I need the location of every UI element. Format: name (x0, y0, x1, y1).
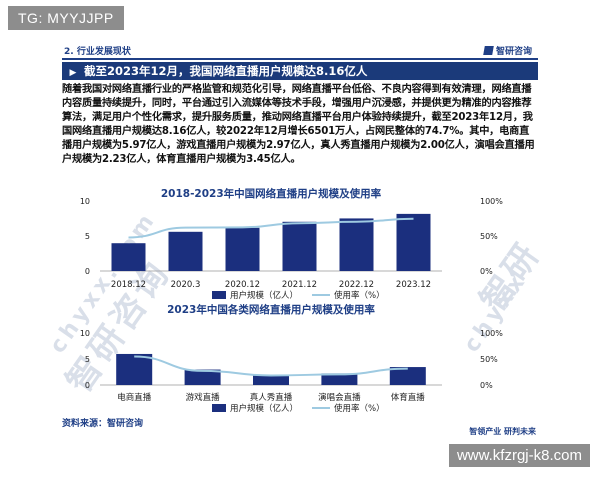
bar (116, 353, 153, 385)
section-label: 2. 行业发展现状 (64, 47, 131, 57)
bar (253, 374, 289, 385)
section-header: 2. 行业发展现状 智研咨询 (62, 44, 538, 58)
right-axis-tick: 100% (480, 197, 503, 206)
bar (396, 213, 431, 271)
left-axis-tick: 10 (80, 329, 90, 338)
category-tick-label: 2018.12 (111, 280, 146, 290)
right-axis-tick: 0% (480, 267, 493, 276)
category-tick-label: 2022.12 (339, 280, 374, 290)
bar (225, 227, 260, 271)
brand-name: 智研咨询 (495, 47, 532, 57)
source-note: 资料来源：智研咨询 (62, 419, 144, 429)
left-axis-tick: 5 (85, 232, 90, 241)
right-axis-tick: 50% (480, 232, 498, 241)
legend-label-line: 使用率（%） (334, 403, 385, 414)
category-tick-label: 演唱会直播 (318, 392, 361, 403)
category-tick-label: 2020.3 (171, 280, 201, 290)
legend-label-bar: 用户规模（亿人） (230, 290, 298, 301)
category-tick-label: 体育直播 (391, 392, 426, 403)
headline-text: 截至2023年12月，我国网络直播用户规模达8.16亿人 (84, 64, 368, 78)
section-divider (62, 58, 538, 60)
category-tick-label: 真人秀直播 (250, 392, 293, 403)
category-tick-label: 2021.12 (282, 280, 317, 290)
bar (339, 218, 374, 271)
legend-bar-swatch (212, 404, 226, 412)
bar (282, 221, 317, 271)
chart-user-scale-trend: 2018-2023年中国网络直播用户规模及使用率05100%50%100%201… (80, 187, 503, 301)
bar (111, 243, 146, 271)
left-axis-tick: 5 (85, 355, 90, 364)
bar (389, 367, 426, 385)
category-tick-label: 游戏直播 (186, 392, 221, 403)
chart-title: 2023年中国各类网络直播用户规模及使用率 (167, 303, 375, 316)
body-paragraph: 随着我国对网络直播行业的严格监管和规范化引导，网络直播平台低俗、不良内容得到有效… (62, 84, 535, 165)
brand: 智研咨询 (483, 44, 532, 57)
play-arrow-icon: ▶ (69, 68, 77, 78)
legend-bar-swatch (212, 291, 226, 299)
left-axis-tick: 0 (85, 267, 90, 276)
usage-rate-line (128, 217, 414, 239)
bar (168, 231, 203, 271)
bar (321, 373, 358, 385)
bar (184, 369, 221, 385)
brand-logo-icon (483, 46, 494, 55)
overlay-tag: TG: MYYJJPP (8, 6, 124, 30)
category-tick-label: 电商直播 (117, 392, 152, 403)
right-axis-tick: 100% (480, 329, 503, 338)
footer-slogan: 智领产业 研判未来 (469, 427, 536, 436)
legend-label-line: 使用率（%） (334, 290, 385, 301)
legend-label-bar: 用户规模（亿人） (230, 403, 298, 414)
chart-title: 2018-2023年中国网络直播用户规模及使用率 (161, 187, 382, 200)
charts-area: 2018-2023年中国网络直播用户规模及使用率05100%50%100%201… (80, 187, 503, 414)
category-tick-label: 2023.12 (396, 280, 431, 290)
category-tick-label: 2020.12 (225, 280, 260, 290)
right-axis-tick: 50% (480, 355, 498, 364)
usage-rate-line (134, 355, 408, 377)
overlay-url: www.kfzrgj-k8.com (448, 444, 590, 467)
headline-banner: ▶ 截至2023年12月，我国网络直播用户规模达8.16亿人 (62, 62, 538, 80)
right-axis-tick: 0% (480, 381, 493, 390)
left-axis-tick: 0 (85, 381, 90, 390)
left-axis-tick: 10 (80, 197, 90, 206)
